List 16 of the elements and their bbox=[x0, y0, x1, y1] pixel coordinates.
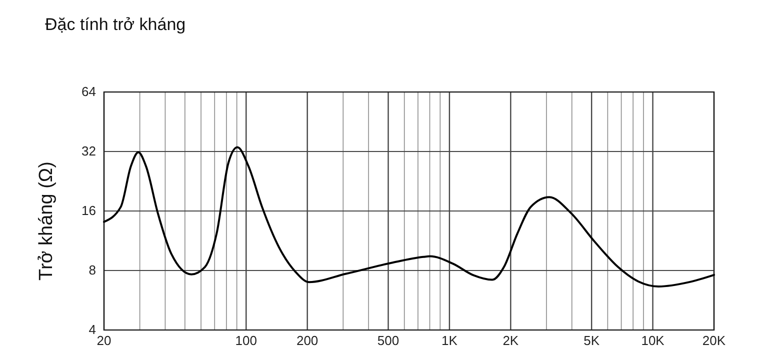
chart-title: Đặc tính trở kháng bbox=[45, 15, 186, 34]
x-tick-label: 200 bbox=[296, 333, 318, 348]
x-tick-label: 100 bbox=[235, 333, 257, 348]
x-tick-label: 20K bbox=[702, 333, 726, 348]
y-tick-label: 4 bbox=[88, 322, 96, 337]
x-tick-label: 1K bbox=[442, 333, 458, 348]
y-tick-label: 8 bbox=[88, 262, 96, 278]
y-tick-label: 16 bbox=[82, 203, 96, 218]
x-tick-label: 2K bbox=[502, 333, 519, 348]
x-tick-label: 500 bbox=[377, 333, 400, 348]
y-tick-label: 64 bbox=[82, 84, 96, 99]
x-tick-label: 20 bbox=[96, 333, 112, 348]
y-tick-label: 32 bbox=[82, 144, 96, 158]
x-tick-label: 5K bbox=[584, 333, 600, 348]
x-tick-label: 10K bbox=[641, 333, 665, 348]
y-axis-title: Trở kháng (Ω) bbox=[36, 162, 57, 280]
